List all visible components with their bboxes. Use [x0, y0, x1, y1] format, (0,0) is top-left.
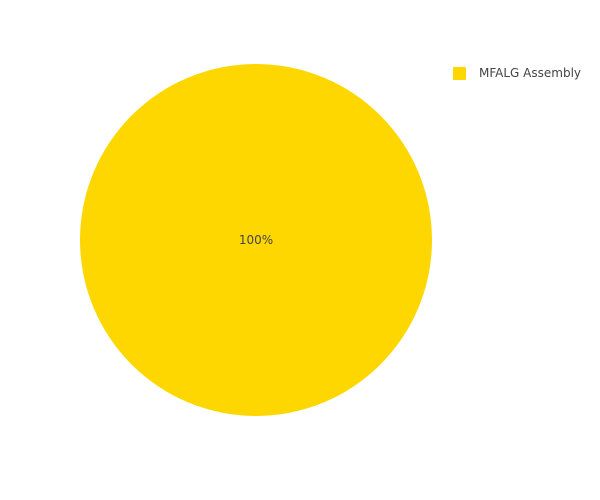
legend: MFALG Assembly	[453, 66, 581, 80]
legend-swatch[interactable]	[453, 66, 466, 80]
pie-slice[interactable]	[80, 64, 432, 416]
slice-label: 100%	[239, 233, 273, 247]
legend-label[interactable]: MFALG Assembly	[479, 66, 581, 80]
